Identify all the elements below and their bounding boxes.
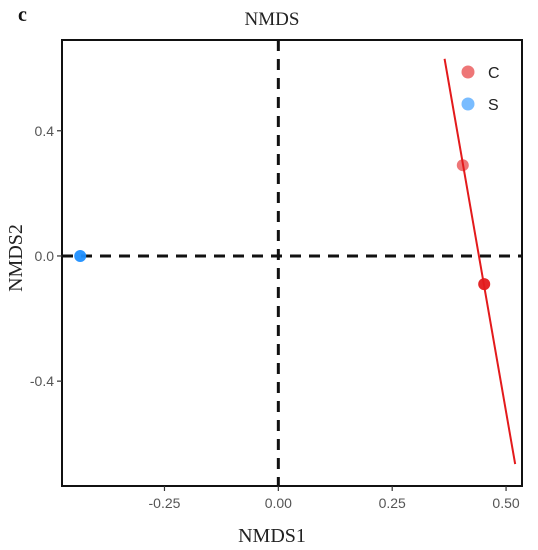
x-axis-label: NMDS1 bbox=[238, 525, 306, 547]
legend-key-s bbox=[461, 97, 475, 111]
chart-title: NMDS bbox=[245, 9, 300, 30]
legend-key-c bbox=[461, 65, 475, 79]
point-c bbox=[456, 159, 469, 172]
plot-area: -0.25 0.00 0.25 0.50 -0.4 0.0 0.4 CS bbox=[30, 39, 523, 511]
x-tick-label: 0.50 bbox=[492, 495, 519, 511]
legend-label-s: S bbox=[488, 97, 499, 114]
point-c bbox=[478, 278, 491, 291]
x-tick-label: 0.00 bbox=[265, 495, 292, 511]
y-tick-label: 0.4 bbox=[35, 123, 55, 139]
y-axis-label: NMDS2 bbox=[5, 224, 27, 292]
point-s bbox=[74, 249, 87, 262]
plot-frame bbox=[61, 39, 523, 487]
x-tick-label: -0.25 bbox=[149, 495, 181, 511]
legend-label-c: C bbox=[488, 65, 500, 82]
panel-letter: c bbox=[18, 4, 27, 26]
x-tick-label: 0.25 bbox=[379, 495, 406, 511]
y-tick-label: 0.0 bbox=[35, 248, 55, 264]
y-tick-label: -0.4 bbox=[30, 373, 54, 389]
fit-line-c bbox=[443, 58, 517, 465]
